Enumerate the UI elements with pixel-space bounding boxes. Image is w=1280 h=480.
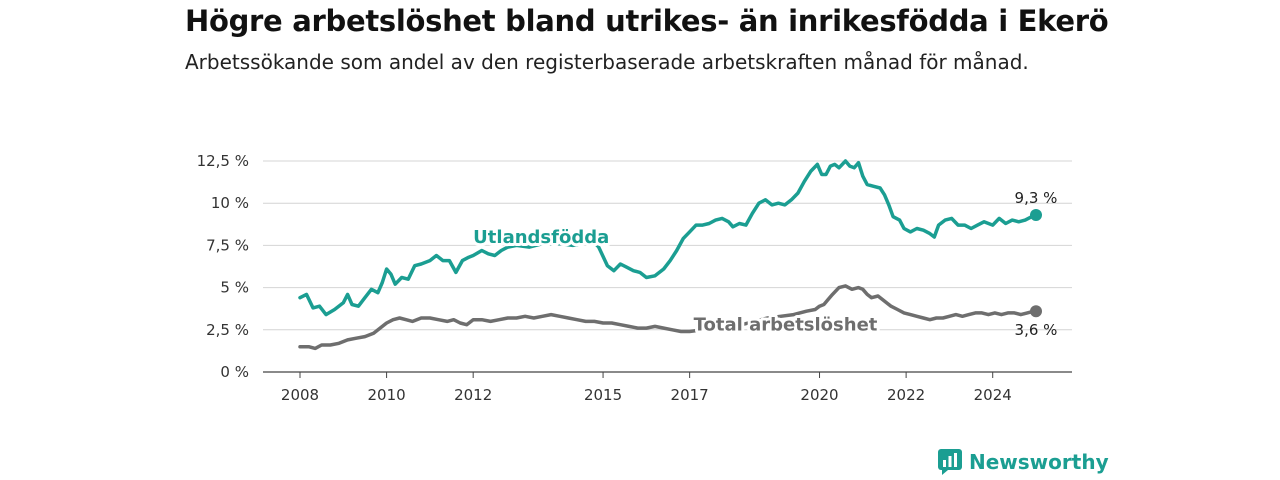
- brand: Newsworthy: [937, 448, 1109, 476]
- series-line-utlandsfodda: [298, 159, 1038, 317]
- series-label-utlandsfodda: Utlandsfödda: [473, 227, 609, 248]
- y-tick-label: 10 %: [211, 194, 249, 212]
- series-line-total: [298, 284, 1038, 351]
- x-tick-label: 2012: [454, 386, 492, 404]
- x-tick-label: 2015: [584, 386, 622, 404]
- series-endpoint-utlandsfodda: [1030, 209, 1042, 222]
- y-tick-label: 0 %: [220, 363, 249, 381]
- series-endpoint-total: [1030, 305, 1042, 318]
- x-tick-label: 2020: [800, 386, 838, 404]
- chart-title: Högre arbetslöshet bland utrikes- än inr…: [185, 4, 1109, 38]
- y-tick-label: 5 %: [220, 279, 249, 297]
- newsworthy-logo-icon: [938, 449, 962, 475]
- x-tick-label: 2022: [887, 386, 925, 404]
- end-value-label: 3,6 %: [1015, 321, 1058, 339]
- chart-subtitle: Arbetssökande som andel av den registerb…: [185, 50, 1029, 74]
- x-tick-label: 2008: [281, 386, 319, 404]
- y-tick-label: 12,5 %: [197, 152, 249, 170]
- end-value-label: 9,3 %: [1015, 189, 1058, 207]
- y-tick-label: 2,5 %: [206, 321, 249, 339]
- x-tick-label: 2024: [974, 386, 1012, 404]
- x-tick-label: 2010: [367, 386, 405, 404]
- x-tick-label: 2017: [671, 386, 709, 404]
- brand-name: Newsworthy: [969, 450, 1109, 474]
- series-label-total: Total arbetslöshet: [694, 315, 878, 336]
- y-tick-label: 7,5 %: [206, 236, 249, 254]
